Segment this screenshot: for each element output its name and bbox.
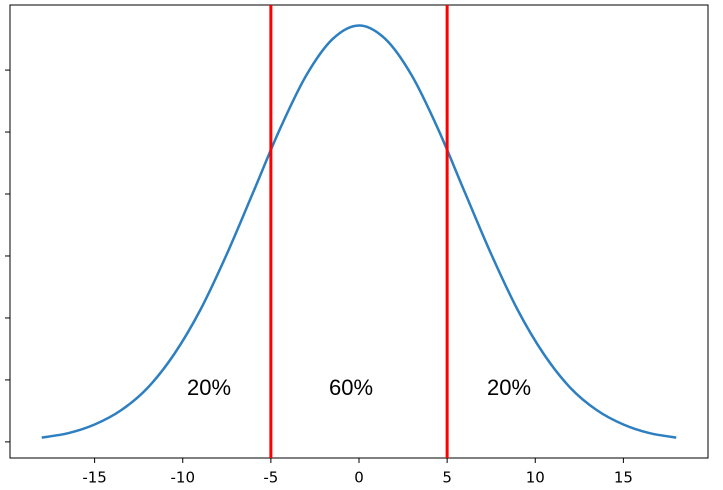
- x-tick-label: -10: [170, 469, 195, 487]
- x-tick-label: 10: [526, 469, 545, 487]
- annotation: 60%: [329, 375, 373, 400]
- x-tick-label: 5: [442, 469, 452, 487]
- x-tick-label: 15: [614, 469, 633, 487]
- x-tick-label: -15: [82, 469, 107, 487]
- annotation: 20%: [187, 375, 231, 400]
- x-tick-label: -5: [263, 469, 278, 487]
- x-tick-label: 0: [354, 469, 364, 487]
- line: [41, 24, 677, 439]
- annotation: 20%: [487, 375, 531, 400]
